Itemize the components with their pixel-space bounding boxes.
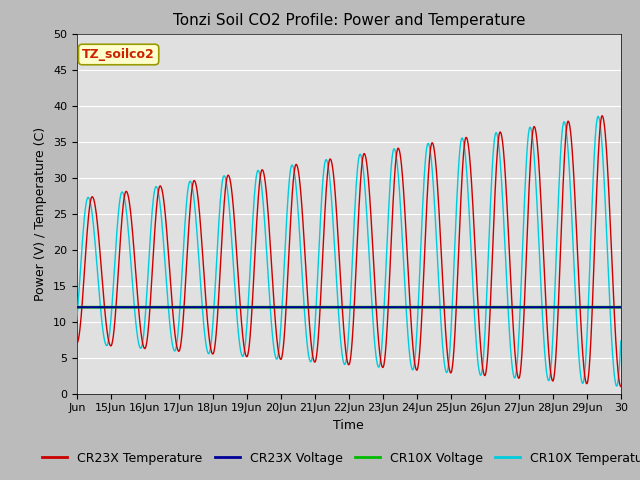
Legend: CR23X Temperature, CR23X Voltage, CR10X Voltage, CR10X Temperature: CR23X Temperature, CR23X Voltage, CR10X … [37,447,640,469]
Text: TZ_soilco2: TZ_soilco2 [82,48,155,61]
Title: Tonzi Soil CO2 Profile: Power and Temperature: Tonzi Soil CO2 Profile: Power and Temper… [173,13,525,28]
X-axis label: Time: Time [333,419,364,432]
Y-axis label: Power (V) / Temperature (C): Power (V) / Temperature (C) [35,127,47,300]
